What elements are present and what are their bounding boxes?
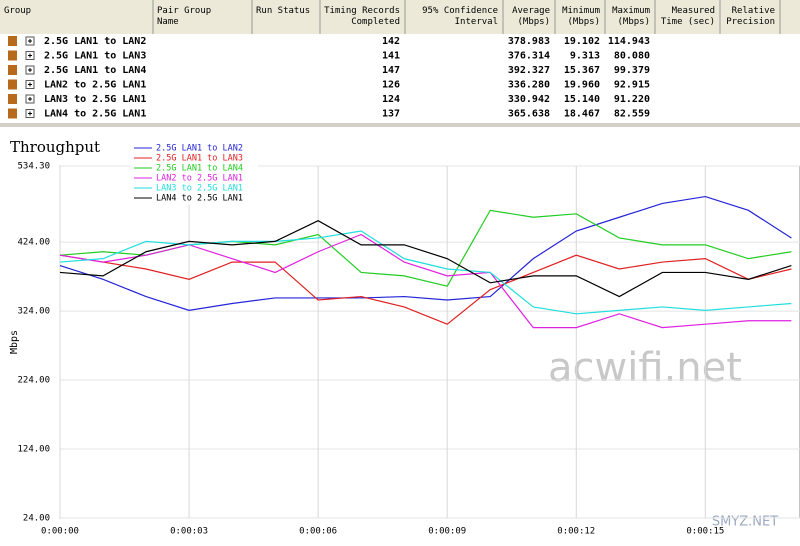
- cell: 9.313: [570, 51, 600, 62]
- cell: 82.559: [614, 109, 650, 120]
- column-header: Timing Records Completed: [324, 6, 400, 27]
- column-header: Measured Time (sec): [661, 6, 715, 27]
- cell: 392.327: [508, 65, 550, 76]
- column-header: Pair Group Name: [157, 6, 211, 27]
- column-header: Maximum (Mbps): [612, 6, 650, 27]
- legend-box: [130, 141, 258, 205]
- column-header: Run Status: [256, 6, 310, 16]
- legend-label: 2.5G LAN1 to LAN3: [156, 154, 243, 164]
- x-tick-label: 0:00:03: [170, 527, 208, 537]
- row-icon: [8, 108, 17, 119]
- x-tick-label: 0:00:06: [299, 527, 337, 537]
- cell: 99.379: [614, 65, 650, 76]
- cell: 336.280: [508, 80, 550, 91]
- legend-label: LAN2 to 2.5G LAN1: [156, 174, 243, 184]
- cell: 80.080: [614, 51, 650, 62]
- cell: 92.915: [614, 80, 650, 91]
- cell: 15.367: [564, 65, 600, 76]
- cell: 124: [382, 94, 400, 105]
- series-line: [59, 195, 792, 311]
- watermark: acwifi.net: [548, 345, 742, 391]
- x-tick-label: 0:00:00: [41, 527, 79, 537]
- y-tick-label: 424.00: [17, 238, 50, 248]
- legend-label: 2.5G LAN1 to LAN2: [156, 144, 243, 154]
- cell: 141: [382, 51, 400, 62]
- group-name: 2.5G LAN1 to LAN4: [44, 65, 146, 76]
- y-tick-label: 224.00: [17, 376, 50, 386]
- row-icon: [8, 94, 17, 104]
- cell: 147: [382, 65, 400, 76]
- cell: 142: [382, 36, 400, 47]
- x-tick-label: 0:00:15: [686, 527, 724, 537]
- legend-label: LAN3 to 2.5G LAN1: [156, 184, 243, 194]
- cell: 365.638: [508, 109, 550, 120]
- chart-title: Throughput: [10, 138, 100, 156]
- y-axis-label: Mbps: [9, 330, 20, 354]
- cell: 18.467: [564, 109, 600, 120]
- cell: 137: [382, 109, 400, 120]
- cell: 15.140: [564, 94, 600, 105]
- column-header: Minimum (Mbps): [562, 6, 600, 27]
- series-line: [59, 254, 792, 325]
- y-tick-label: 24.00: [23, 514, 50, 524]
- legend-label: 2.5G LAN1 to LAN4: [156, 164, 243, 174]
- y-tick-label: 124.00: [17, 445, 50, 455]
- series-line: [59, 220, 792, 298]
- cell: 19.102: [564, 36, 600, 47]
- column-header: Relative Precision: [726, 6, 775, 27]
- cell: 91.220: [614, 94, 650, 105]
- plot-frame: [59, 165, 800, 519]
- group-name: 2.5G LAN1 to LAN2: [44, 36, 146, 47]
- y-tick-label: 324.00: [17, 307, 50, 317]
- cell: 330.942: [508, 94, 550, 105]
- cell: 126: [382, 80, 400, 91]
- series-line: [59, 233, 792, 329]
- series-line: [59, 230, 792, 315]
- row-icon: [8, 65, 17, 75]
- group-name: LAN2 to 2.5G LAN1: [44, 80, 146, 91]
- table-header: [0, 0, 800, 34]
- splitter: [0, 123, 800, 127]
- cell: 114.943: [608, 36, 650, 47]
- cell: 378.983: [508, 36, 550, 47]
- group-name: LAN4 to 2.5G LAN1: [44, 109, 146, 120]
- x-tick-label: 0:00:12: [557, 527, 595, 537]
- legend-label: LAN4 to 2.5G LAN1: [156, 194, 243, 204]
- group-name: LAN3 to 2.5G LAN1: [44, 94, 146, 105]
- cell: 376.314: [508, 51, 550, 62]
- column-header: 95% Confidence Interval: [422, 6, 498, 27]
- column-header: Group: [4, 6, 31, 16]
- column-header: Average (Mbps): [512, 6, 550, 27]
- row-icon: [8, 50, 17, 61]
- group-name: 2.5G LAN1 to LAN3: [44, 51, 146, 62]
- cell: 19.960: [564, 80, 600, 91]
- y-tick-label: 534.30: [17, 162, 50, 172]
- row-icon: [8, 79, 17, 90]
- x-tick-label: 0:00:09: [428, 527, 466, 537]
- row-icon: [8, 36, 17, 46]
